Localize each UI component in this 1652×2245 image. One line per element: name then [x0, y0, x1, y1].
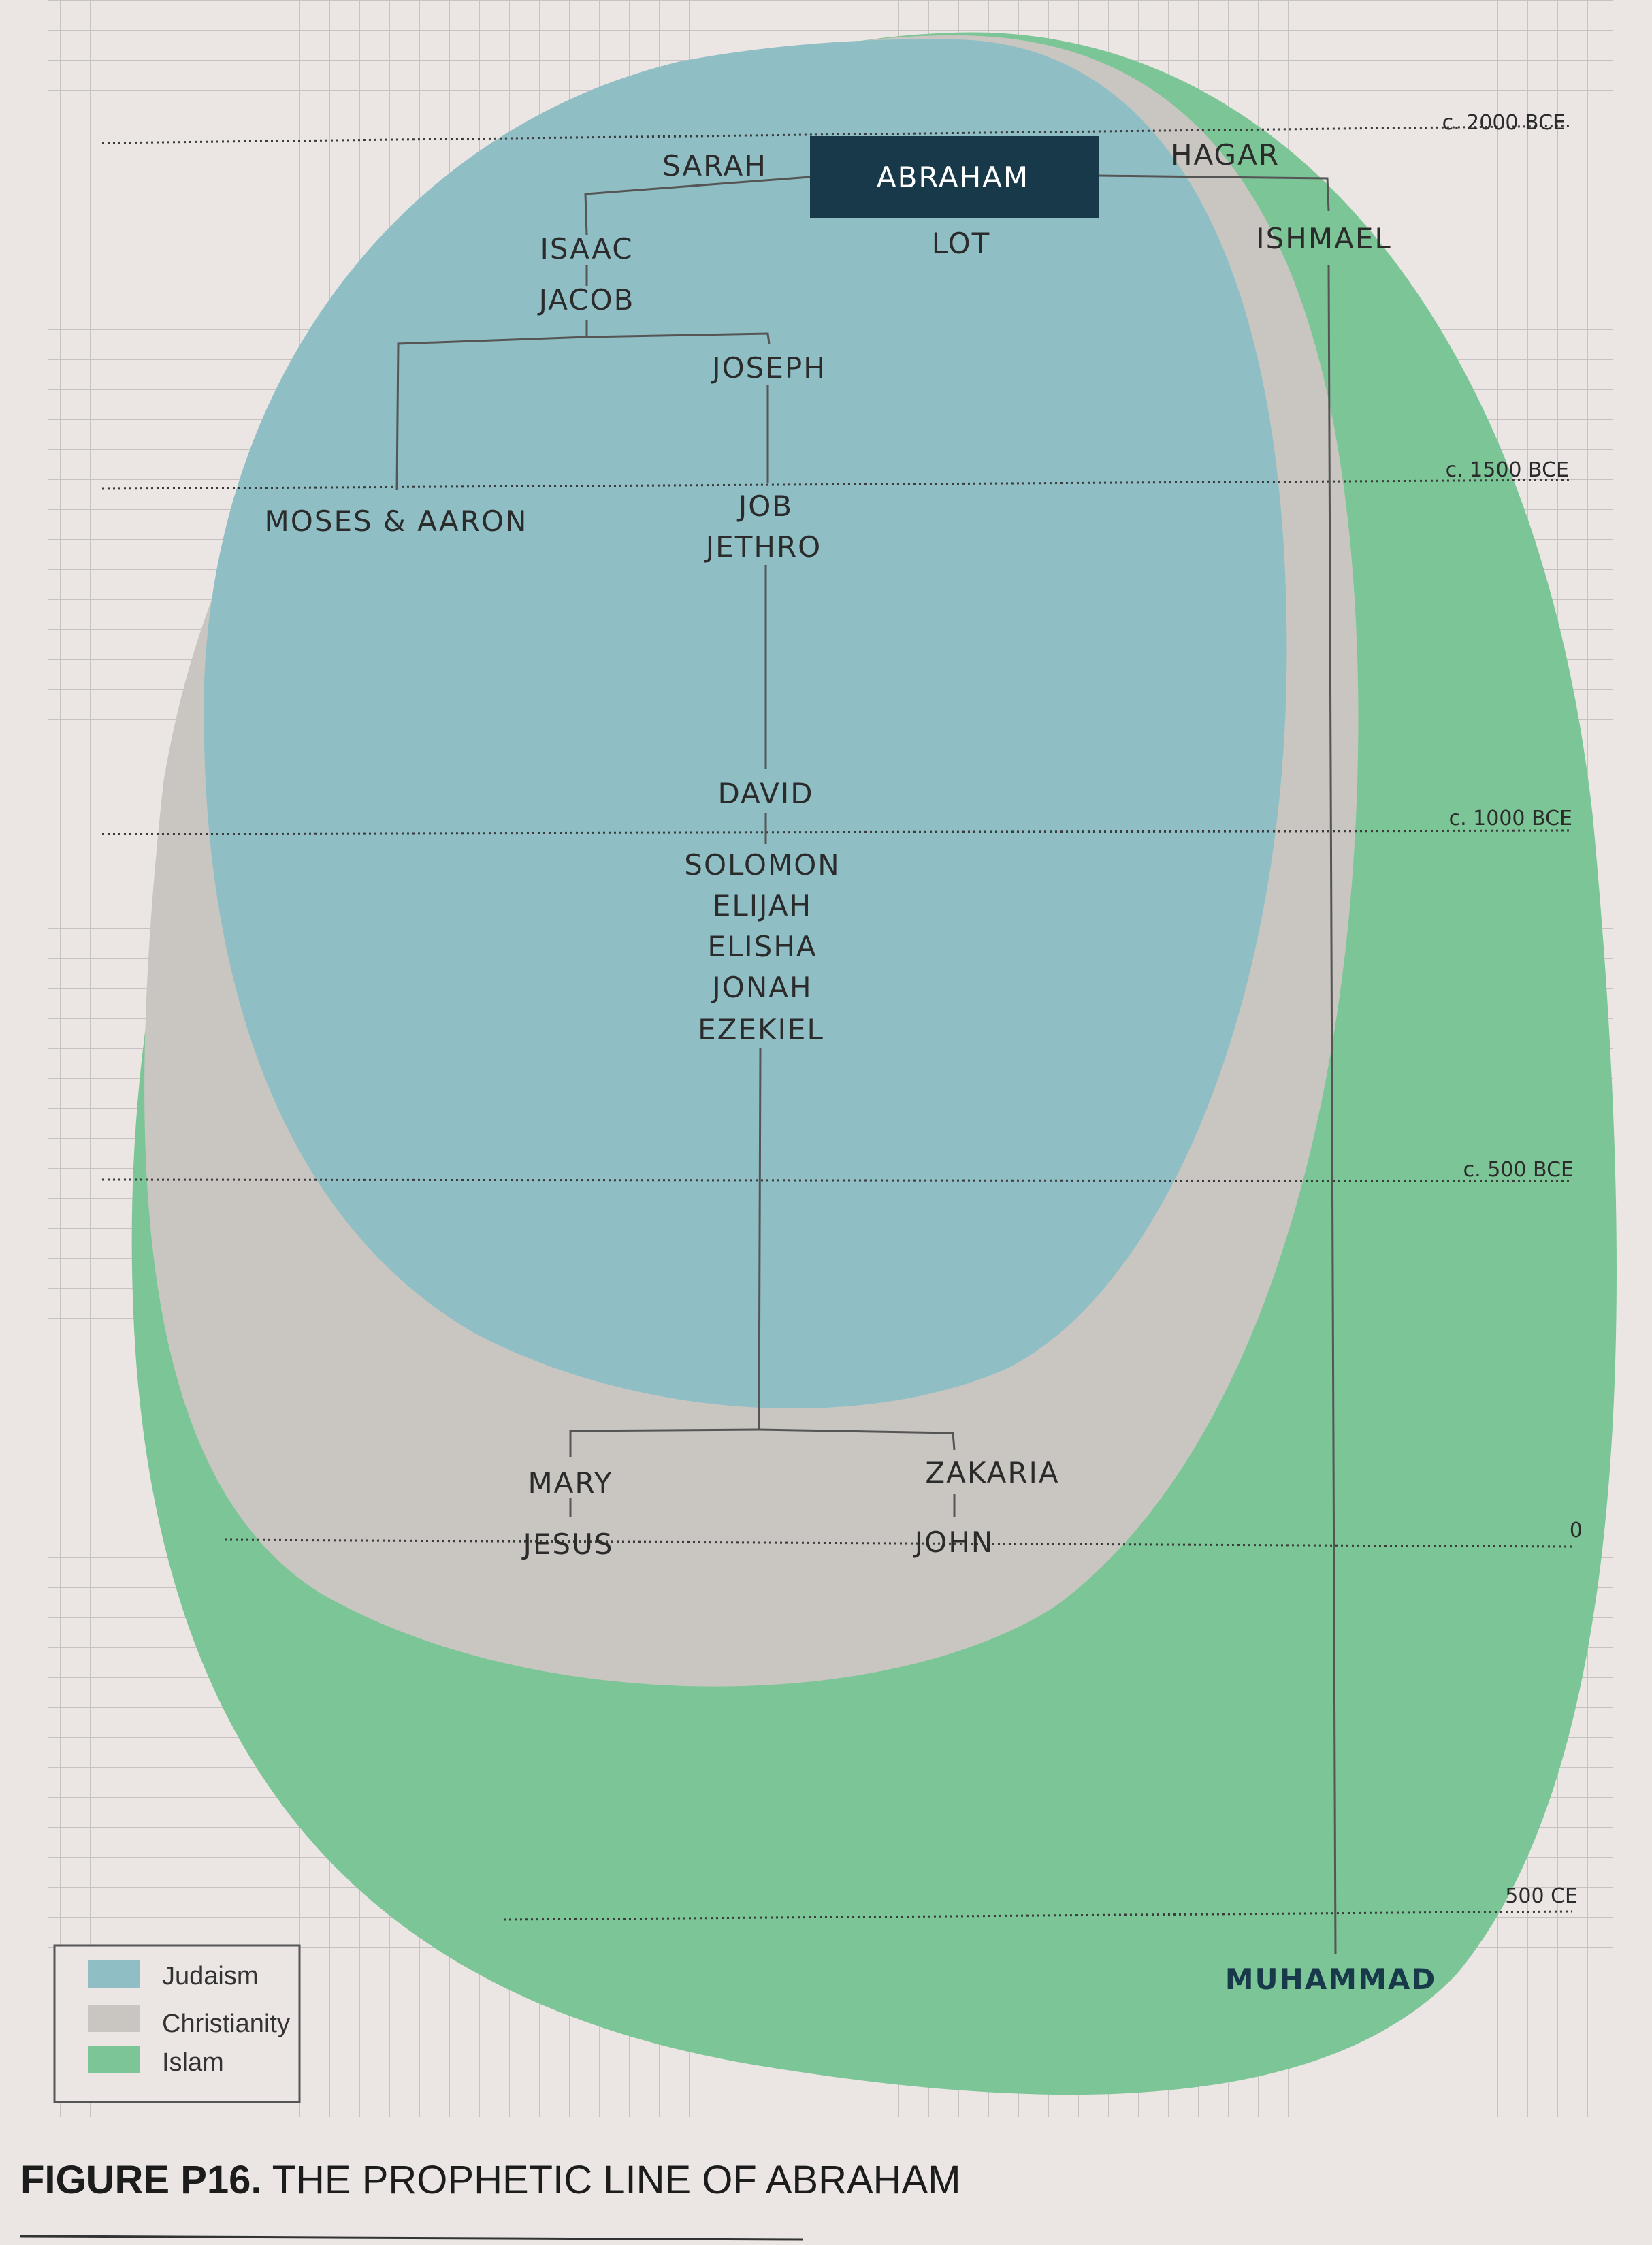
legend-label-islam: Islam [162, 2048, 224, 2077]
era-label-500bce: c. 500 BCE [1463, 1158, 1574, 1182]
connector-jacob-joseph [586, 332, 771, 344]
figure-caption-number: FIGURE P16. [20, 2158, 262, 2202]
joseph-label: JOSEPH [710, 351, 826, 385]
connector-ishmael-muhammad [1327, 265, 1337, 1954]
era-label-0: 0 [1570, 1519, 1583, 1543]
legend: Judaism Christianity Islam [53, 1944, 301, 2103]
connector-sarah-isaac [584, 176, 811, 236]
solomon-label: SOLOMON [684, 848, 840, 882]
connector-split-mary [569, 1428, 760, 1457]
abraham-label: ABRAHAM [877, 161, 1029, 194]
lineage-connectors [395, 174, 1337, 1954]
moses-aaron-label: MOSES & AARON [265, 504, 528, 538]
ishmael-label: ISHMAEL [1256, 222, 1392, 255]
lot-label: LOT [932, 227, 991, 260]
era-line-0 [224, 1538, 1573, 1548]
jethro-label: JETHRO [704, 530, 822, 564]
connector-abraham-hagar [1099, 174, 1330, 212]
job-label: JOB [736, 489, 793, 523]
muhammad-label: MUHAMMAD [1225, 1963, 1437, 1996]
figure-caption-title: THE PROPHETIC LINE OF ABRAHAM [262, 2158, 961, 2202]
era-line-2000bce [101, 125, 1573, 144]
connector-jacob-branch [395, 320, 588, 491]
era-line-1500bce [101, 479, 1573, 490]
era-line-500ce [503, 1910, 1573, 1921]
sarah-label: SARAH [662, 149, 767, 182]
era-label-2000bce: c. 2000 BCE [1442, 111, 1566, 135]
john-label: JOHN [913, 1525, 994, 1559]
legend-label-christianity: Christianity [162, 2009, 290, 2038]
connector-split-zakaria [758, 1428, 956, 1451]
caption-rule [20, 2235, 804, 2241]
hagar-label: HAGAR [1171, 138, 1280, 172]
connector-ezekiel-down [758, 1048, 762, 1430]
elijah-label: ELIJAH [713, 889, 812, 922]
jesus-label: JESUS [521, 1528, 614, 1561]
era-label-1000bce: c. 1000 BCE [1449, 807, 1572, 830]
era-line-1000bce [101, 829, 1573, 835]
legend-swatch-judaism [88, 1960, 140, 1988]
jonah-label: JONAH [710, 971, 812, 1004]
era-lines [101, 125, 1573, 1921]
zakaria-label: ZAKARIA [925, 1456, 1059, 1489]
era-label-500ce: 500 CE [1505, 1884, 1578, 1908]
era-line-500bce [101, 1178, 1573, 1182]
legend-swatch-islam [88, 2046, 140, 2073]
elisha-label: ELISHA [707, 930, 817, 963]
judaism-region [204, 39, 1287, 1409]
legend-swatch-christianity [88, 2005, 140, 2032]
mary-label: MARY [528, 1466, 613, 1500]
jacob-label: JACOB [537, 283, 635, 317]
legend-label-judaism: Judaism [162, 1962, 259, 1990]
david-label: DAVID [717, 777, 813, 810]
isaac-label: ISAAC [540, 232, 633, 265]
era-label-1500bce: c. 1500 BCE [1446, 458, 1569, 482]
abraham-box [810, 136, 1099, 218]
ezekiel-label: EZEKIEL [698, 1013, 824, 1046]
figure-caption: FIGURE P16. THE PROPHETIC LINE OF ABRAHA… [20, 2158, 961, 2202]
